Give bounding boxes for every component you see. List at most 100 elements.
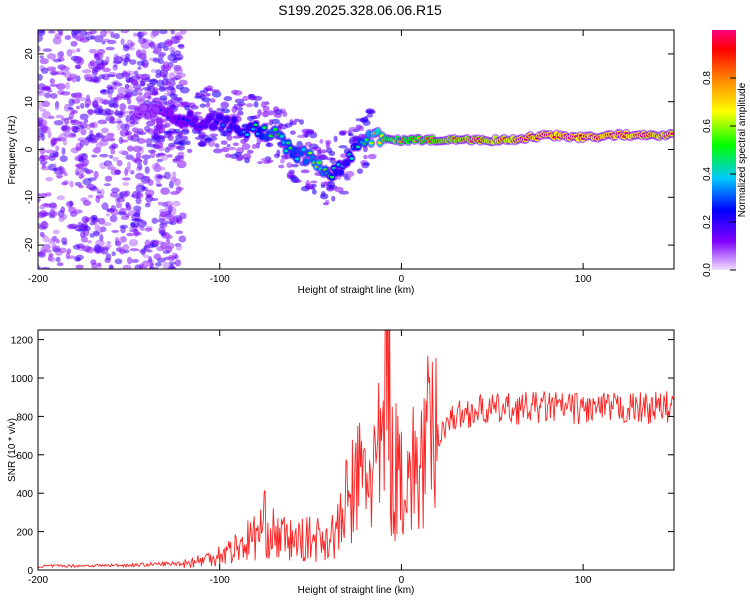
noise-cell bbox=[38, 156, 46, 162]
spectral-blob bbox=[242, 95, 249, 101]
spectral-blob bbox=[180, 129, 190, 135]
noise-cell bbox=[70, 40, 78, 47]
noise-cell bbox=[58, 31, 64, 36]
spectral-blob bbox=[213, 148, 223, 154]
noise-cell bbox=[175, 218, 183, 225]
noise-cell bbox=[105, 46, 115, 51]
x-tick-label: 100 bbox=[575, 575, 592, 586]
spectral-blob bbox=[248, 95, 257, 101]
noise-cell bbox=[40, 166, 51, 171]
spectral-blob bbox=[325, 139, 332, 145]
colorbar-ticks: 0.0 0.2 0.4 0.6 0.8 bbox=[702, 71, 736, 277]
noise-cell bbox=[49, 78, 55, 85]
noise-cell bbox=[92, 100, 99, 108]
spectral-blob bbox=[199, 93, 206, 101]
spectral-blob bbox=[365, 109, 374, 114]
noise-cell bbox=[94, 224, 101, 231]
noise-cell bbox=[135, 49, 142, 58]
noise-cell bbox=[47, 130, 52, 139]
noise-cell bbox=[131, 127, 139, 133]
noise-cell bbox=[109, 115, 115, 123]
noise-cell bbox=[162, 250, 171, 254]
noise-cell bbox=[95, 132, 103, 138]
spectral-blob bbox=[233, 103, 238, 109]
noise-cell bbox=[111, 229, 120, 233]
noise-cell bbox=[78, 174, 84, 180]
spectrogram-xlabel: Height of straight line (km) bbox=[298, 285, 415, 296]
noise-cell bbox=[124, 83, 130, 90]
noise-cell bbox=[108, 145, 117, 150]
noise-cell bbox=[135, 197, 142, 205]
noise-cell bbox=[48, 155, 56, 161]
noise-cell bbox=[63, 171, 68, 177]
noise-cell bbox=[52, 229, 60, 235]
noise-cell bbox=[64, 103, 71, 112]
noise-cell bbox=[55, 145, 60, 151]
noise-cell bbox=[170, 77, 179, 81]
noise-cell bbox=[156, 257, 167, 263]
noise-cell bbox=[98, 98, 109, 105]
noise-cell bbox=[61, 147, 66, 156]
noise-cell bbox=[137, 162, 143, 170]
spectral-blob bbox=[175, 145, 182, 150]
noise-cell bbox=[106, 84, 113, 90]
noise-cell bbox=[89, 220, 96, 226]
colorbar-tick-label: 0.2 bbox=[702, 215, 713, 229]
noise-cell bbox=[96, 62, 106, 70]
spectral-blob bbox=[234, 98, 245, 104]
noise-cell bbox=[86, 240, 93, 244]
noise-cell bbox=[128, 110, 136, 117]
noise-cell bbox=[104, 175, 113, 182]
noise-cell bbox=[38, 265, 41, 269]
noise-cell bbox=[38, 34, 43, 42]
noise-cell bbox=[147, 95, 152, 100]
y-tick-label: -20 bbox=[24, 237, 35, 252]
noise-cell bbox=[143, 245, 148, 250]
noise-cell bbox=[128, 238, 139, 247]
noise-cell bbox=[153, 240, 164, 246]
noise-cell bbox=[109, 265, 114, 269]
noise-cell bbox=[125, 75, 131, 84]
ridge-cell bbox=[156, 118, 163, 126]
noise-cell bbox=[158, 226, 166, 235]
ridge-core bbox=[308, 151, 313, 155]
noise-cell bbox=[129, 248, 139, 252]
colorbar-label: Normalized spectral amplitude bbox=[737, 82, 748, 217]
spectral-blob bbox=[363, 115, 369, 123]
spectral-blob bbox=[316, 154, 322, 158]
noise-cell bbox=[85, 35, 94, 40]
noise-cell bbox=[168, 180, 174, 189]
ridge-cell bbox=[141, 104, 148, 112]
noise-cell bbox=[157, 41, 166, 49]
noise-cell bbox=[151, 217, 158, 224]
spectral-blob bbox=[278, 164, 285, 169]
spectral-blob bbox=[242, 153, 252, 160]
spectral-blob bbox=[328, 150, 336, 157]
spectral-blob bbox=[362, 162, 371, 166]
noise-cell bbox=[72, 109, 78, 115]
spectral-blob bbox=[179, 135, 189, 142]
spectral-blob bbox=[167, 99, 173, 104]
noise-cell bbox=[110, 208, 119, 216]
noise-cell bbox=[110, 191, 119, 198]
noise-cell bbox=[165, 78, 171, 82]
noise-cell bbox=[150, 68, 157, 73]
spectral-blob bbox=[319, 138, 324, 144]
spectral-blob bbox=[257, 109, 262, 117]
noise-cell bbox=[55, 249, 63, 256]
noise-cell bbox=[178, 235, 187, 243]
noise-cell bbox=[118, 192, 125, 199]
noise-cell bbox=[61, 125, 68, 131]
noise-cell bbox=[39, 210, 48, 218]
noise-cell bbox=[163, 92, 171, 97]
spectral-blob bbox=[333, 186, 344, 193]
noise-cell bbox=[114, 110, 124, 116]
spectral-blob bbox=[358, 125, 365, 132]
noise-cell bbox=[152, 50, 158, 54]
noise-cell bbox=[156, 183, 163, 187]
noise-cell bbox=[137, 66, 142, 70]
ridge-core bbox=[279, 134, 285, 138]
noise-cell bbox=[64, 118, 70, 125]
noise-cell bbox=[38, 192, 41, 197]
spectral-blob bbox=[246, 149, 254, 154]
